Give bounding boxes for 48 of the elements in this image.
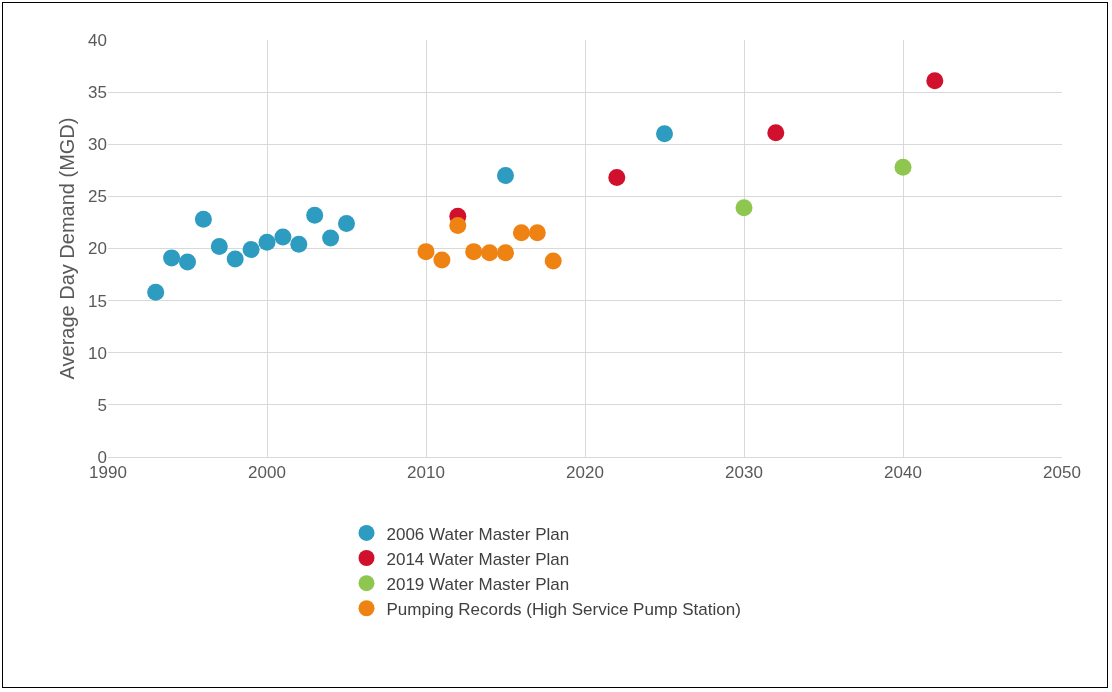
y-tick-label: 5: [97, 395, 107, 415]
legend-label: Pumping Records (High Service Pump Station): [386, 599, 741, 619]
y-tick-label: 10: [88, 343, 107, 363]
point: [163, 249, 181, 267]
point: [147, 283, 165, 301]
y-tick-label: 40: [88, 30, 107, 50]
point: [497, 244, 514, 262]
legend-label: 2006 Water Master Plan: [386, 524, 570, 544]
point: [242, 241, 260, 259]
point: [226, 250, 244, 268]
y-tick-label: 20: [88, 239, 107, 259]
point: [926, 72, 944, 90]
point: [210, 237, 228, 255]
legend-label: 2014 Water Master Plan: [386, 549, 570, 569]
x-tick-label: 2040: [884, 463, 922, 483]
point: [290, 235, 308, 253]
x-tick-label: 2000: [248, 463, 286, 483]
point: [656, 125, 673, 143]
point: [512, 224, 530, 242]
point: [894, 158, 912, 176]
point: [274, 228, 292, 246]
y-axis-title: Average Day Demand (MGD): [55, 117, 78, 380]
point: [322, 229, 340, 247]
x-tick-label: 2050: [1043, 463, 1081, 483]
point: [433, 251, 451, 269]
point: [449, 217, 467, 235]
point: [194, 210, 212, 228]
y-tick-label: 35: [88, 83, 107, 103]
x-tick-label: 2020: [566, 463, 604, 483]
y-tick-label: 25: [88, 187, 107, 207]
y-tick-label: 30: [88, 135, 107, 155]
point: [735, 199, 753, 217]
point: [608, 169, 626, 187]
point: [528, 224, 546, 242]
point: [465, 243, 483, 261]
point: [417, 243, 435, 261]
point: [338, 214, 355, 232]
legend-label: 2019 Water Master Plan: [386, 574, 570, 594]
x-tick-label: 2030: [725, 463, 763, 483]
point: [258, 233, 276, 251]
x-tick-label: 2010: [407, 463, 445, 483]
point: [481, 244, 499, 262]
point: [544, 252, 562, 270]
point: [767, 124, 785, 142]
y-tick-label: 15: [88, 291, 107, 311]
point: [497, 167, 514, 185]
point: [179, 253, 196, 271]
point: [306, 206, 324, 224]
